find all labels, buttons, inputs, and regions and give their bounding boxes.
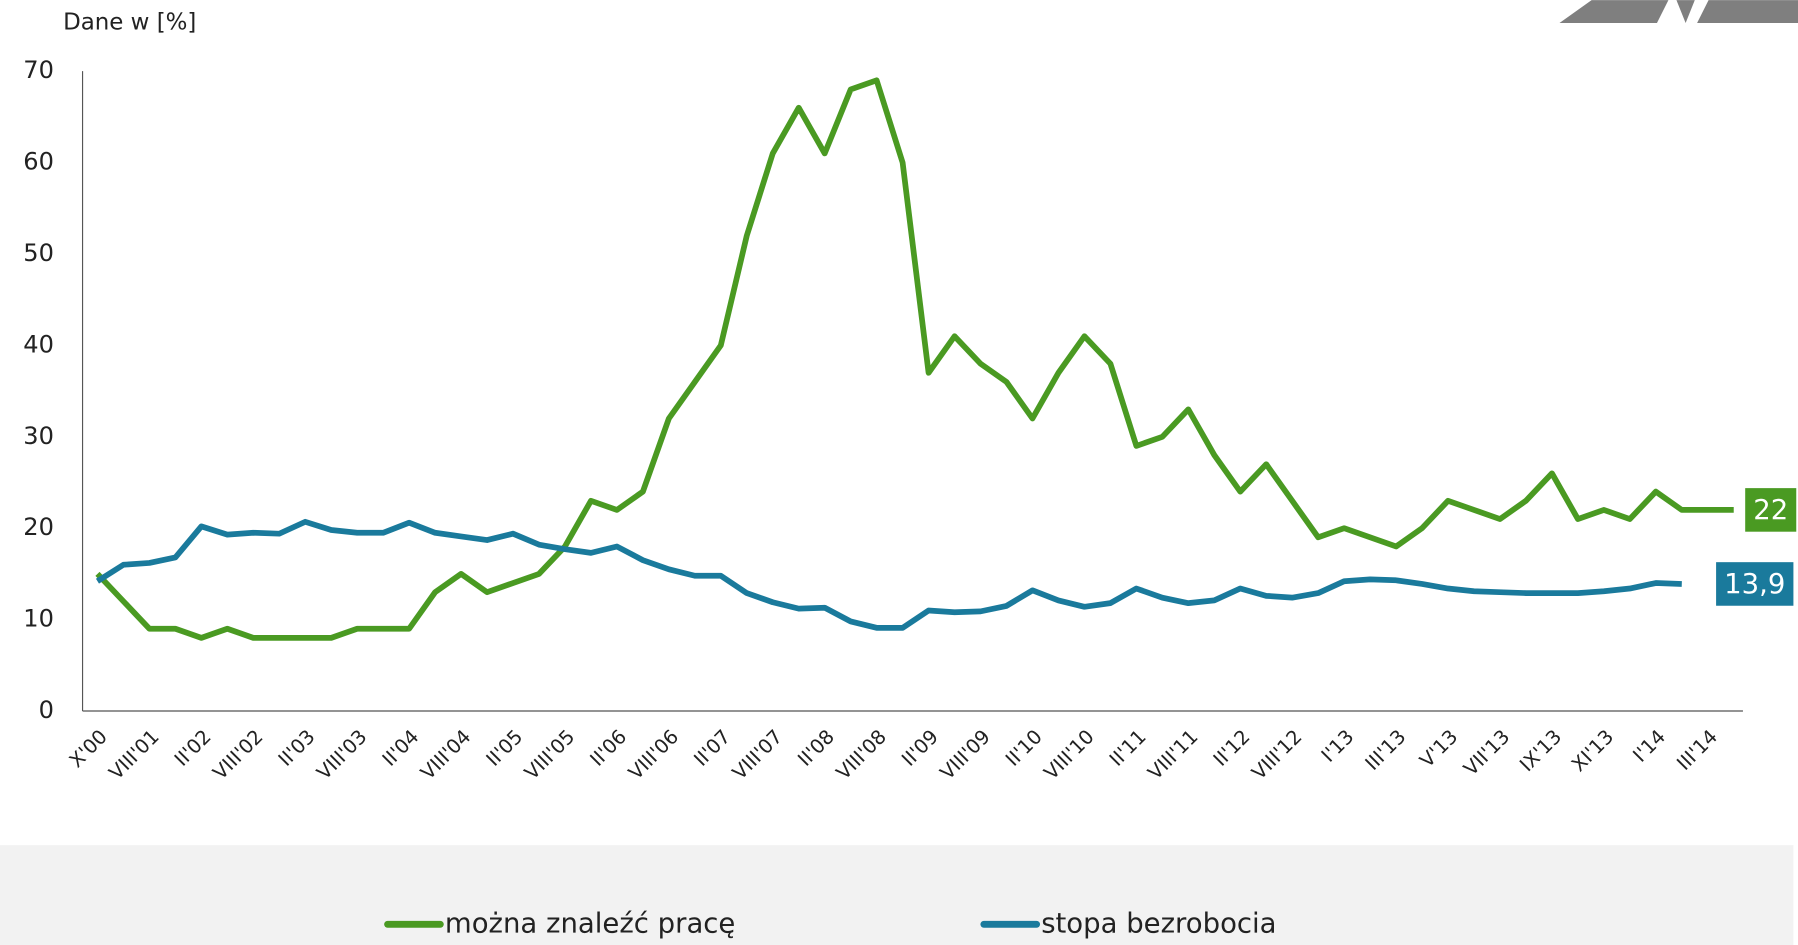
end-label-box: [1745, 488, 1797, 532]
x-tick-label: VIII'12: [1247, 725, 1306, 784]
x-tick-label: X'00: [65, 725, 112, 772]
x-tick-label: II'03: [274, 725, 320, 771]
y-axis-label: Dane w [%]: [63, 10, 196, 36]
line-series: [95, 518, 1682, 631]
x-tick-label: II'09: [897, 725, 943, 771]
x-tick-label: I'14: [1628, 725, 1670, 767]
x-tick-label: XI'13: [1567, 725, 1618, 776]
x-tick-label: II'06: [586, 725, 632, 771]
x-tick-label: VIII'04: [416, 725, 475, 784]
y-tick-label: 60: [23, 148, 54, 176]
x-tick-label: I'13: [1317, 725, 1359, 767]
x-tick-label: VIII'03: [312, 725, 371, 784]
x-tick-label: VIII'05: [520, 725, 579, 784]
x-tick-label: II'05: [482, 725, 528, 771]
y-tick-label: 40: [23, 330, 54, 358]
x-tick-label: VIII'08: [832, 725, 891, 784]
logo: [1559, 0, 1798, 24]
x-tick-label: VIII'01: [105, 725, 164, 784]
legend-background: [0, 845, 1794, 945]
x-tick-label: VIII'02: [208, 725, 267, 784]
x-tick-label: II'11: [1105, 725, 1151, 771]
x-tick-label: II'07: [689, 725, 735, 771]
line-series: [95, 77, 1734, 641]
x-tick-label: II'04: [378, 725, 424, 771]
legend-label: można znaleźć pracę: [445, 907, 735, 939]
x-tick-label: VIII'09: [936, 725, 995, 784]
x-tick-label: II'10: [1001, 725, 1047, 771]
y-tick-label: 20: [23, 513, 54, 541]
end-label-box: [1716, 562, 1794, 606]
y-tick-label: 50: [23, 239, 54, 267]
y-tick-label: 0: [39, 696, 54, 724]
x-tick-label: VII'13: [1459, 725, 1514, 780]
y-tick-label: 10: [23, 605, 54, 633]
x-tick-label: VIII'11: [1143, 725, 1202, 784]
x-tick-label: II'08: [793, 725, 839, 771]
end-label: 13,9: [1724, 568, 1785, 600]
legend-label: stopa bezrobocia: [1041, 907, 1276, 939]
x-tick-label: II'12: [1209, 725, 1255, 771]
x-tick-label: IX'13: [1515, 725, 1566, 776]
x-tick-label: VIII'07: [728, 725, 787, 784]
x-tick-label: II'02: [170, 725, 216, 771]
y-tick-label: 30: [23, 422, 54, 450]
x-tick-label: VIII'06: [624, 725, 683, 784]
x-tick-label: VIII'10: [1040, 725, 1099, 784]
y-tick-label: 70: [23, 56, 54, 84]
x-tick-label: V'13: [1415, 725, 1462, 772]
x-tick-label: III'13: [1361, 725, 1411, 775]
x-tick-label: III'14: [1672, 725, 1722, 775]
end-label: 22: [1753, 494, 1788, 526]
